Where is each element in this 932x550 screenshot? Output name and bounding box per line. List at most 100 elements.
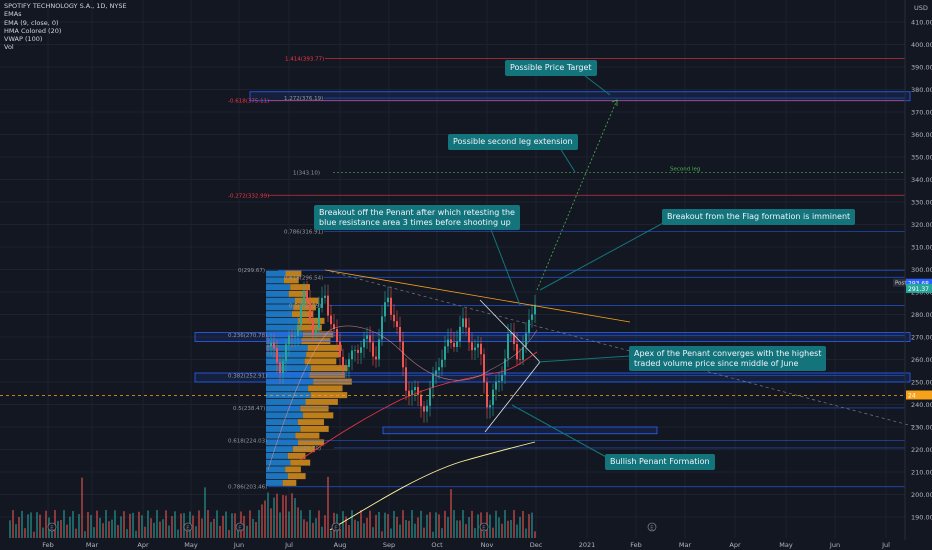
fib-label: 0(220.70) (294, 446, 321, 452)
candle-body (438, 367, 440, 371)
volume-bar (444, 510, 446, 538)
volume-bar (519, 516, 521, 538)
volume-profile-bar (266, 439, 298, 446)
candle-body (306, 290, 308, 301)
hma-line (267, 325, 538, 471)
volume-bar (327, 476, 329, 538)
volume-profile-bar (266, 270, 286, 277)
extended-trendline (324, 269, 921, 429)
volume-profile-bar (266, 425, 301, 432)
volume-bar (228, 529, 230, 538)
volume-bar (417, 517, 419, 538)
volume-profile-bar (310, 392, 348, 399)
volume-bar (132, 512, 134, 538)
volume-bar (162, 519, 164, 538)
volume-bar (438, 514, 440, 538)
pointer-target (579, 71, 611, 96)
candle-body (285, 344, 287, 362)
volume-bar (207, 510, 209, 538)
time-tick-label: Jul (881, 541, 890, 549)
candle-body (501, 374, 503, 381)
candle-body (525, 333, 527, 347)
candle-body (411, 390, 413, 396)
volume-bar (12, 510, 14, 538)
legend-ema[interactable]: EMAs (4, 10, 22, 19)
volume-bar (372, 527, 374, 538)
time-tick-label: 2021 (579, 541, 596, 549)
price-tick-label: 390.00 (911, 64, 932, 72)
volume-profile-bar (266, 331, 303, 338)
volume-bar (168, 525, 170, 538)
time-tick-label: Jun (233, 541, 244, 549)
volume-bar (498, 517, 500, 538)
legend-ema9[interactable]: EMA (9, close, 0) (4, 18, 59, 27)
volume-bar (114, 510, 116, 538)
candle-body (318, 307, 320, 329)
volume-bar (528, 514, 530, 538)
volume-bar (57, 520, 59, 538)
chart-legend: SPOTIFY TECHNOLOGY S.A., 1D, NYSE EMAs E… (4, 2, 127, 52)
volume-bar (45, 510, 47, 538)
post-label-bg (893, 278, 906, 287)
candle-body (513, 333, 515, 344)
volume-bar (72, 511, 74, 538)
volume-profile-bar (297, 439, 325, 446)
candle-body (468, 327, 470, 343)
candle-body (267, 346, 269, 347)
candle-body (516, 343, 518, 360)
volume-bar (357, 521, 359, 538)
price-tick-label: 270.00 (911, 334, 932, 342)
volume-bar (252, 518, 254, 538)
volume-bar (411, 510, 413, 538)
price-tick-label: 380.00 (911, 86, 932, 94)
candle-body (417, 387, 419, 395)
volume-bar (111, 519, 113, 538)
volume-bar (87, 511, 89, 538)
volume-bar (315, 518, 317, 538)
fib-label: 0.236(270.78) (228, 333, 267, 339)
candle-body (357, 349, 359, 353)
legend-hma[interactable]: HMA Colored (20) (4, 26, 62, 35)
volume-bar (96, 510, 98, 538)
volume-bar (414, 523, 416, 538)
candle-body (297, 324, 299, 336)
price-tick-label: 330.00 (911, 199, 932, 207)
volume-bar (90, 514, 92, 538)
second-leg-arrow (536, 174, 586, 291)
volume-bar (60, 519, 62, 538)
pennant-lower (484, 361, 541, 433)
candle-body (483, 354, 485, 383)
resistance-zone (382, 426, 658, 435)
time-tick-label: Mar (86, 541, 99, 549)
candle-body (486, 382, 488, 408)
volume-bar (258, 510, 260, 538)
candle-body (534, 304, 536, 315)
volume-bar (126, 529, 128, 538)
legend-vwap[interactable]: VWAP (100) (4, 35, 43, 44)
volume-bar (120, 516, 122, 538)
candle-body (504, 358, 506, 375)
candle-body (294, 335, 296, 337)
volume-bar (201, 518, 203, 538)
volume-bar (270, 508, 272, 538)
volume-bar (261, 504, 263, 538)
candle-body (399, 326, 401, 342)
legend-vol[interactable]: Vol (4, 43, 14, 52)
volume-bar (63, 510, 65, 538)
fib-label: 0.786(203.46) (228, 485, 267, 491)
volume-bar (288, 511, 290, 538)
price-tick-label: 210.00 (911, 469, 932, 477)
candle-body (360, 347, 362, 353)
volume-bar (105, 510, 107, 538)
volume-bar (309, 510, 311, 538)
volume-bar (21, 510, 23, 538)
volume-bar (33, 531, 35, 538)
volume-bar (474, 528, 476, 538)
volume-profile-bar (305, 398, 338, 405)
candle-body (465, 318, 467, 328)
time-tick-label: Jul (284, 541, 293, 549)
fib-label: 0.382(252.91) (228, 373, 267, 379)
candle-body (345, 366, 347, 368)
candle-body (498, 380, 500, 382)
